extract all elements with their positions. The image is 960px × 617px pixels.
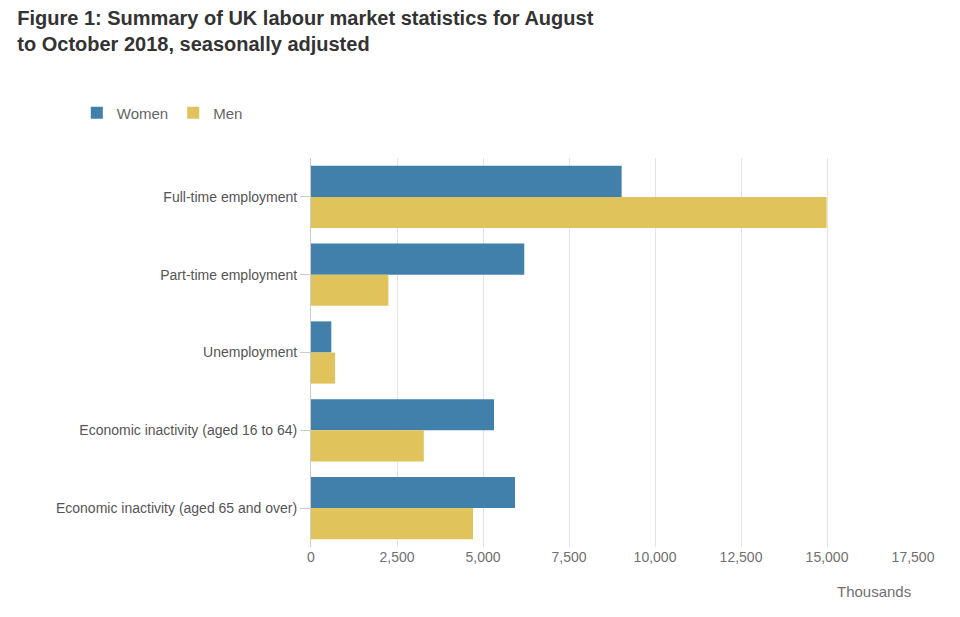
svg-text:0: 0 <box>307 549 315 565</box>
svg-text:5,000: 5,000 <box>465 549 500 565</box>
svg-text:Women: Women <box>117 105 168 122</box>
svg-text:Full-time employment: Full-time employment <box>163 189 297 205</box>
svg-text:7,500: 7,500 <box>551 549 586 565</box>
svg-text:Men: Men <box>213 105 242 122</box>
svg-text:2,500: 2,500 <box>379 549 414 565</box>
svg-text:10,000: 10,000 <box>634 549 677 565</box>
svg-text:Economic inactivity (aged 65 a: Economic inactivity (aged 65 and over) <box>56 500 297 516</box>
svg-text:15,000: 15,000 <box>806 549 849 565</box>
svg-text:Part-time employment: Part-time employment <box>160 267 297 283</box>
svg-text:Economic inactivity (aged 16 t: Economic inactivity (aged 16 to 64) <box>79 422 297 438</box>
svg-text:17,500: 17,500 <box>892 549 935 565</box>
svg-text:Thousands: Thousands <box>837 583 911 600</box>
svg-text:Unemployment: Unemployment <box>203 344 297 360</box>
svg-text:Figure 1: Summary of UK labour: Figure 1: Summary of UK labour market st… <box>17 7 593 55</box>
svg-text:12,500: 12,500 <box>720 549 763 565</box>
